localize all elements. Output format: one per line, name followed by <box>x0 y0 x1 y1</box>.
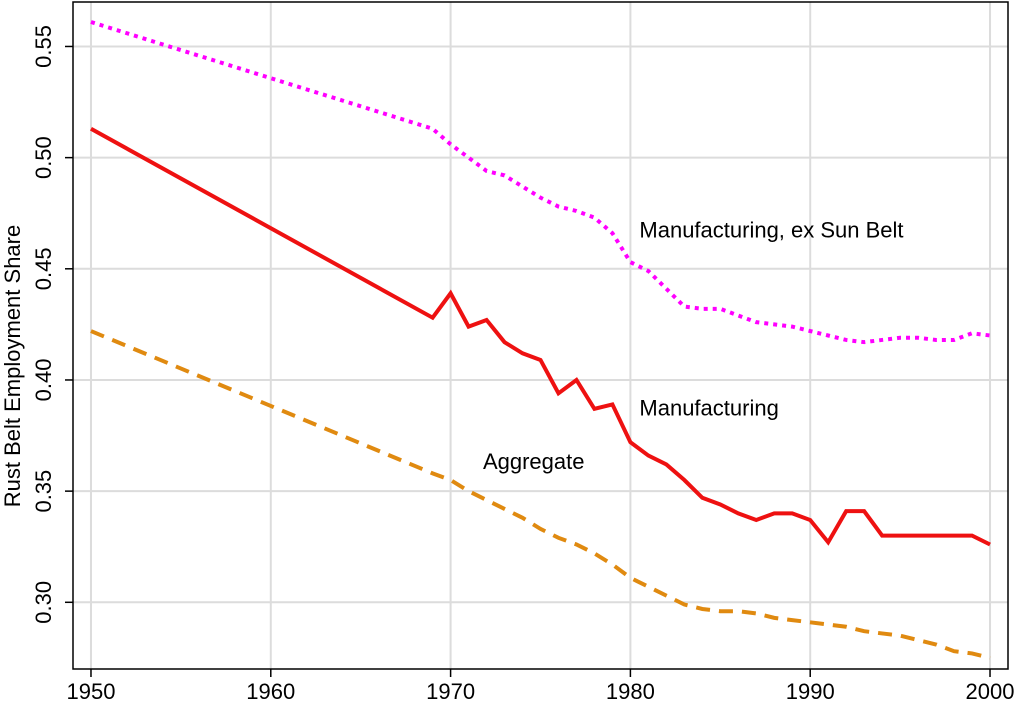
x-tick-label: 1950 <box>67 679 116 704</box>
series-line-manufacturing <box>90 126 991 547</box>
x-tick-label: 2000 <box>966 679 1015 704</box>
series-label-manufacturing: Manufacturing <box>639 396 778 421</box>
y-tick-label: 0.40 <box>31 359 56 402</box>
y-axis-title: Rust Belt Employment Share <box>0 225 25 507</box>
series-labels: Manufacturing, ex Sun Belt Manufacturing A… <box>483 218 904 474</box>
gridlines <box>73 2 1008 669</box>
series-line-aggregate <box>90 329 991 660</box>
y-tick-label: 0.45 <box>31 247 56 290</box>
y-tick-label: 0.30 <box>31 581 56 624</box>
x-tick-label: 1960 <box>246 679 295 704</box>
series-line-manufacturing-ex-sun-belt <box>90 20 991 345</box>
y-tick-label: 0.50 <box>31 136 56 179</box>
series-lines <box>90 20 991 660</box>
y-tick-label: 0.35 <box>31 470 56 513</box>
y-tick-label: 0.55 <box>31 25 56 68</box>
axis-ticks: 1950 1960 1970 1980 1990 2000 0.30 0.35 0.40 0.45… <box>31 25 1014 704</box>
x-tick-label: 1990 <box>786 679 835 704</box>
series-label-manufacturing-ex-sun-belt: Manufacturing, ex Sun Belt <box>639 218 903 243</box>
series-label-aggregate: Aggregate <box>483 449 585 474</box>
plot-frame <box>72 1 1009 670</box>
x-tick-label: 1980 <box>606 679 655 704</box>
x-tick-label: 1970 <box>426 679 475 704</box>
